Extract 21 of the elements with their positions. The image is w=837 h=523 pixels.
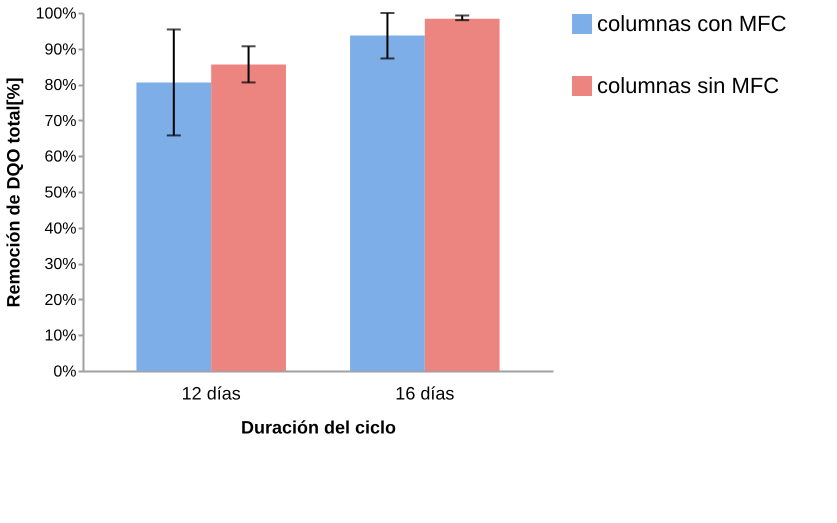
x-tick-label: 12 días bbox=[182, 384, 241, 404]
bar bbox=[211, 64, 286, 371]
y-tick-label: 10% bbox=[44, 328, 76, 345]
legend-label: columnas con MFC bbox=[597, 11, 787, 36]
x-tick-label: 16 días bbox=[395, 384, 454, 404]
y-tick-label: 90% bbox=[44, 41, 76, 58]
y-tick-label: 40% bbox=[44, 220, 76, 238]
bar bbox=[424, 18, 500, 371]
bar bbox=[350, 36, 425, 371]
y-axis-title: Remoción de DQO total[%] bbox=[4, 77, 24, 308]
x-axis-title: Duración del ciclo bbox=[240, 418, 396, 438]
y-tick-label: 60% bbox=[44, 148, 76, 166]
y-tick-label: 80% bbox=[44, 77, 76, 94]
y-tick-label: 70% bbox=[44, 112, 76, 130]
y-tick-label: 50% bbox=[44, 184, 76, 202]
y-tick-label: 0% bbox=[53, 364, 76, 380]
y-tick-label: 30% bbox=[44, 256, 76, 274]
y-tick-label: 100% bbox=[36, 6, 76, 22]
y-tick-label: 20% bbox=[44, 292, 76, 309]
bar bbox=[136, 82, 212, 371]
legend-label: columnas sin MFC bbox=[597, 73, 780, 98]
